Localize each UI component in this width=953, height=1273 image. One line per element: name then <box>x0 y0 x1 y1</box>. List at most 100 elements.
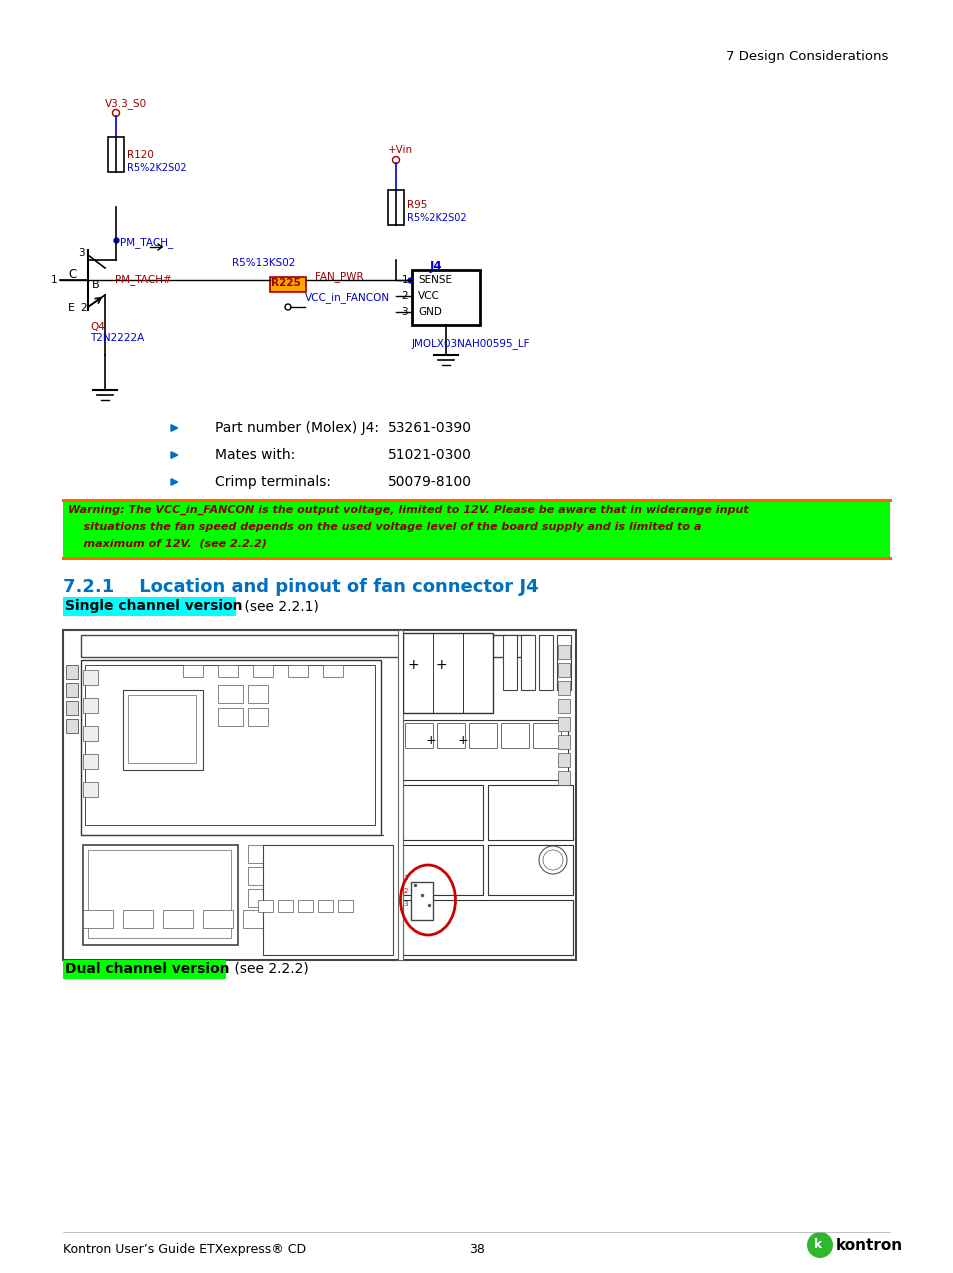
Text: 53261-0390: 53261-0390 <box>388 421 472 435</box>
Bar <box>317 900 333 911</box>
Bar <box>63 960 226 979</box>
Text: +: + <box>407 658 418 672</box>
Bar <box>108 137 124 172</box>
Text: SENSE: SENSE <box>417 275 452 285</box>
Bar <box>83 910 112 928</box>
Bar <box>297 900 313 911</box>
Bar <box>402 721 567 780</box>
Text: V3.3_S0: V3.3_S0 <box>105 98 147 109</box>
Text: J4: J4 <box>430 260 442 272</box>
Bar <box>557 635 571 690</box>
Bar <box>218 665 237 677</box>
Bar <box>388 190 403 225</box>
Bar <box>288 889 317 906</box>
Text: R5%2K2S02: R5%2K2S02 <box>127 163 187 173</box>
Bar <box>402 900 573 955</box>
Bar <box>248 867 277 885</box>
Bar <box>203 910 233 928</box>
Bar <box>520 635 535 690</box>
Text: 1: 1 <box>51 275 57 285</box>
Bar <box>558 699 569 713</box>
Text: (see 2.2.1): (see 2.2.1) <box>240 600 318 614</box>
Text: +Vin: +Vin <box>388 145 413 155</box>
Text: R225: R225 <box>271 278 300 288</box>
Text: situations the fan speed depends on the used voltage level of the board supply a: situations the fan speed depends on the … <box>68 522 700 532</box>
Bar <box>397 630 402 960</box>
Text: 3: 3 <box>403 901 408 906</box>
Bar <box>469 723 497 749</box>
Bar <box>66 701 78 715</box>
Bar <box>288 665 308 677</box>
Text: FAN_PWR: FAN_PWR <box>314 271 363 281</box>
Bar <box>83 845 237 945</box>
Bar <box>558 663 569 677</box>
Bar <box>218 708 243 726</box>
Text: k: k <box>813 1239 821 1251</box>
Text: Warning: The VCC_in_FANCON is the output voltage, limited to 12V. Please be awar: Warning: The VCC_in_FANCON is the output… <box>68 505 748 516</box>
Text: R5%2K2S02: R5%2K2S02 <box>407 213 466 223</box>
Bar <box>558 717 569 731</box>
Bar <box>402 785 482 840</box>
Bar <box>533 723 560 749</box>
Text: 1: 1 <box>401 275 408 285</box>
Bar <box>243 910 273 928</box>
Text: T2N2222A: T2N2222A <box>90 334 144 342</box>
Bar <box>405 723 433 749</box>
Text: JMOLX03NAH00595_LF: JMOLX03NAH00595_LF <box>412 339 530 349</box>
Bar <box>83 670 98 685</box>
Bar <box>402 845 482 895</box>
Bar <box>88 850 231 938</box>
Text: 7 Design Considerations: 7 Design Considerations <box>725 50 887 62</box>
Text: +: + <box>457 733 468 746</box>
Bar <box>63 597 235 616</box>
Text: Kontron User’s Guide ETXexpress® CD: Kontron User’s Guide ETXexpress® CD <box>63 1242 306 1256</box>
Bar <box>83 754 98 769</box>
Bar <box>323 665 343 677</box>
Text: Q4: Q4 <box>90 322 105 332</box>
Circle shape <box>806 1232 832 1258</box>
Text: R95: R95 <box>407 200 427 210</box>
Bar <box>63 630 576 960</box>
Bar <box>248 889 277 906</box>
Bar <box>81 659 380 835</box>
Bar <box>538 635 553 690</box>
Text: 2: 2 <box>401 292 408 300</box>
Bar <box>81 635 531 657</box>
Bar <box>558 735 569 749</box>
Bar <box>66 684 78 698</box>
Text: Dual channel version: Dual channel version <box>65 962 230 976</box>
Bar <box>488 845 573 895</box>
Bar <box>283 910 313 928</box>
Bar <box>558 681 569 695</box>
Text: Crimp terminals:: Crimp terminals: <box>214 475 331 489</box>
Text: 38: 38 <box>469 1242 484 1256</box>
Bar <box>257 900 273 911</box>
Bar <box>558 754 569 768</box>
Bar <box>277 900 293 911</box>
Bar <box>248 845 277 863</box>
Bar <box>248 708 268 726</box>
Text: PM_TACH#: PM_TACH# <box>115 275 172 285</box>
Bar <box>83 726 98 741</box>
Text: 1: 1 <box>403 875 408 881</box>
Bar <box>83 782 98 797</box>
Text: 2: 2 <box>80 303 87 313</box>
Bar <box>183 665 203 677</box>
Bar <box>218 685 243 703</box>
Bar <box>412 270 479 325</box>
Bar <box>253 665 273 677</box>
Text: R5%13KS02: R5%13KS02 <box>232 258 295 269</box>
Bar <box>83 698 98 713</box>
Bar <box>288 867 317 885</box>
Text: 2: 2 <box>403 889 408 894</box>
Bar <box>248 685 268 703</box>
Bar <box>411 882 433 920</box>
Text: E: E <box>68 303 75 313</box>
Text: 3: 3 <box>401 307 408 317</box>
Bar <box>288 845 317 863</box>
Text: GND: GND <box>417 307 441 317</box>
Text: C: C <box>68 269 76 281</box>
Text: 3: 3 <box>78 248 85 258</box>
Bar <box>66 665 78 679</box>
Bar <box>66 719 78 733</box>
